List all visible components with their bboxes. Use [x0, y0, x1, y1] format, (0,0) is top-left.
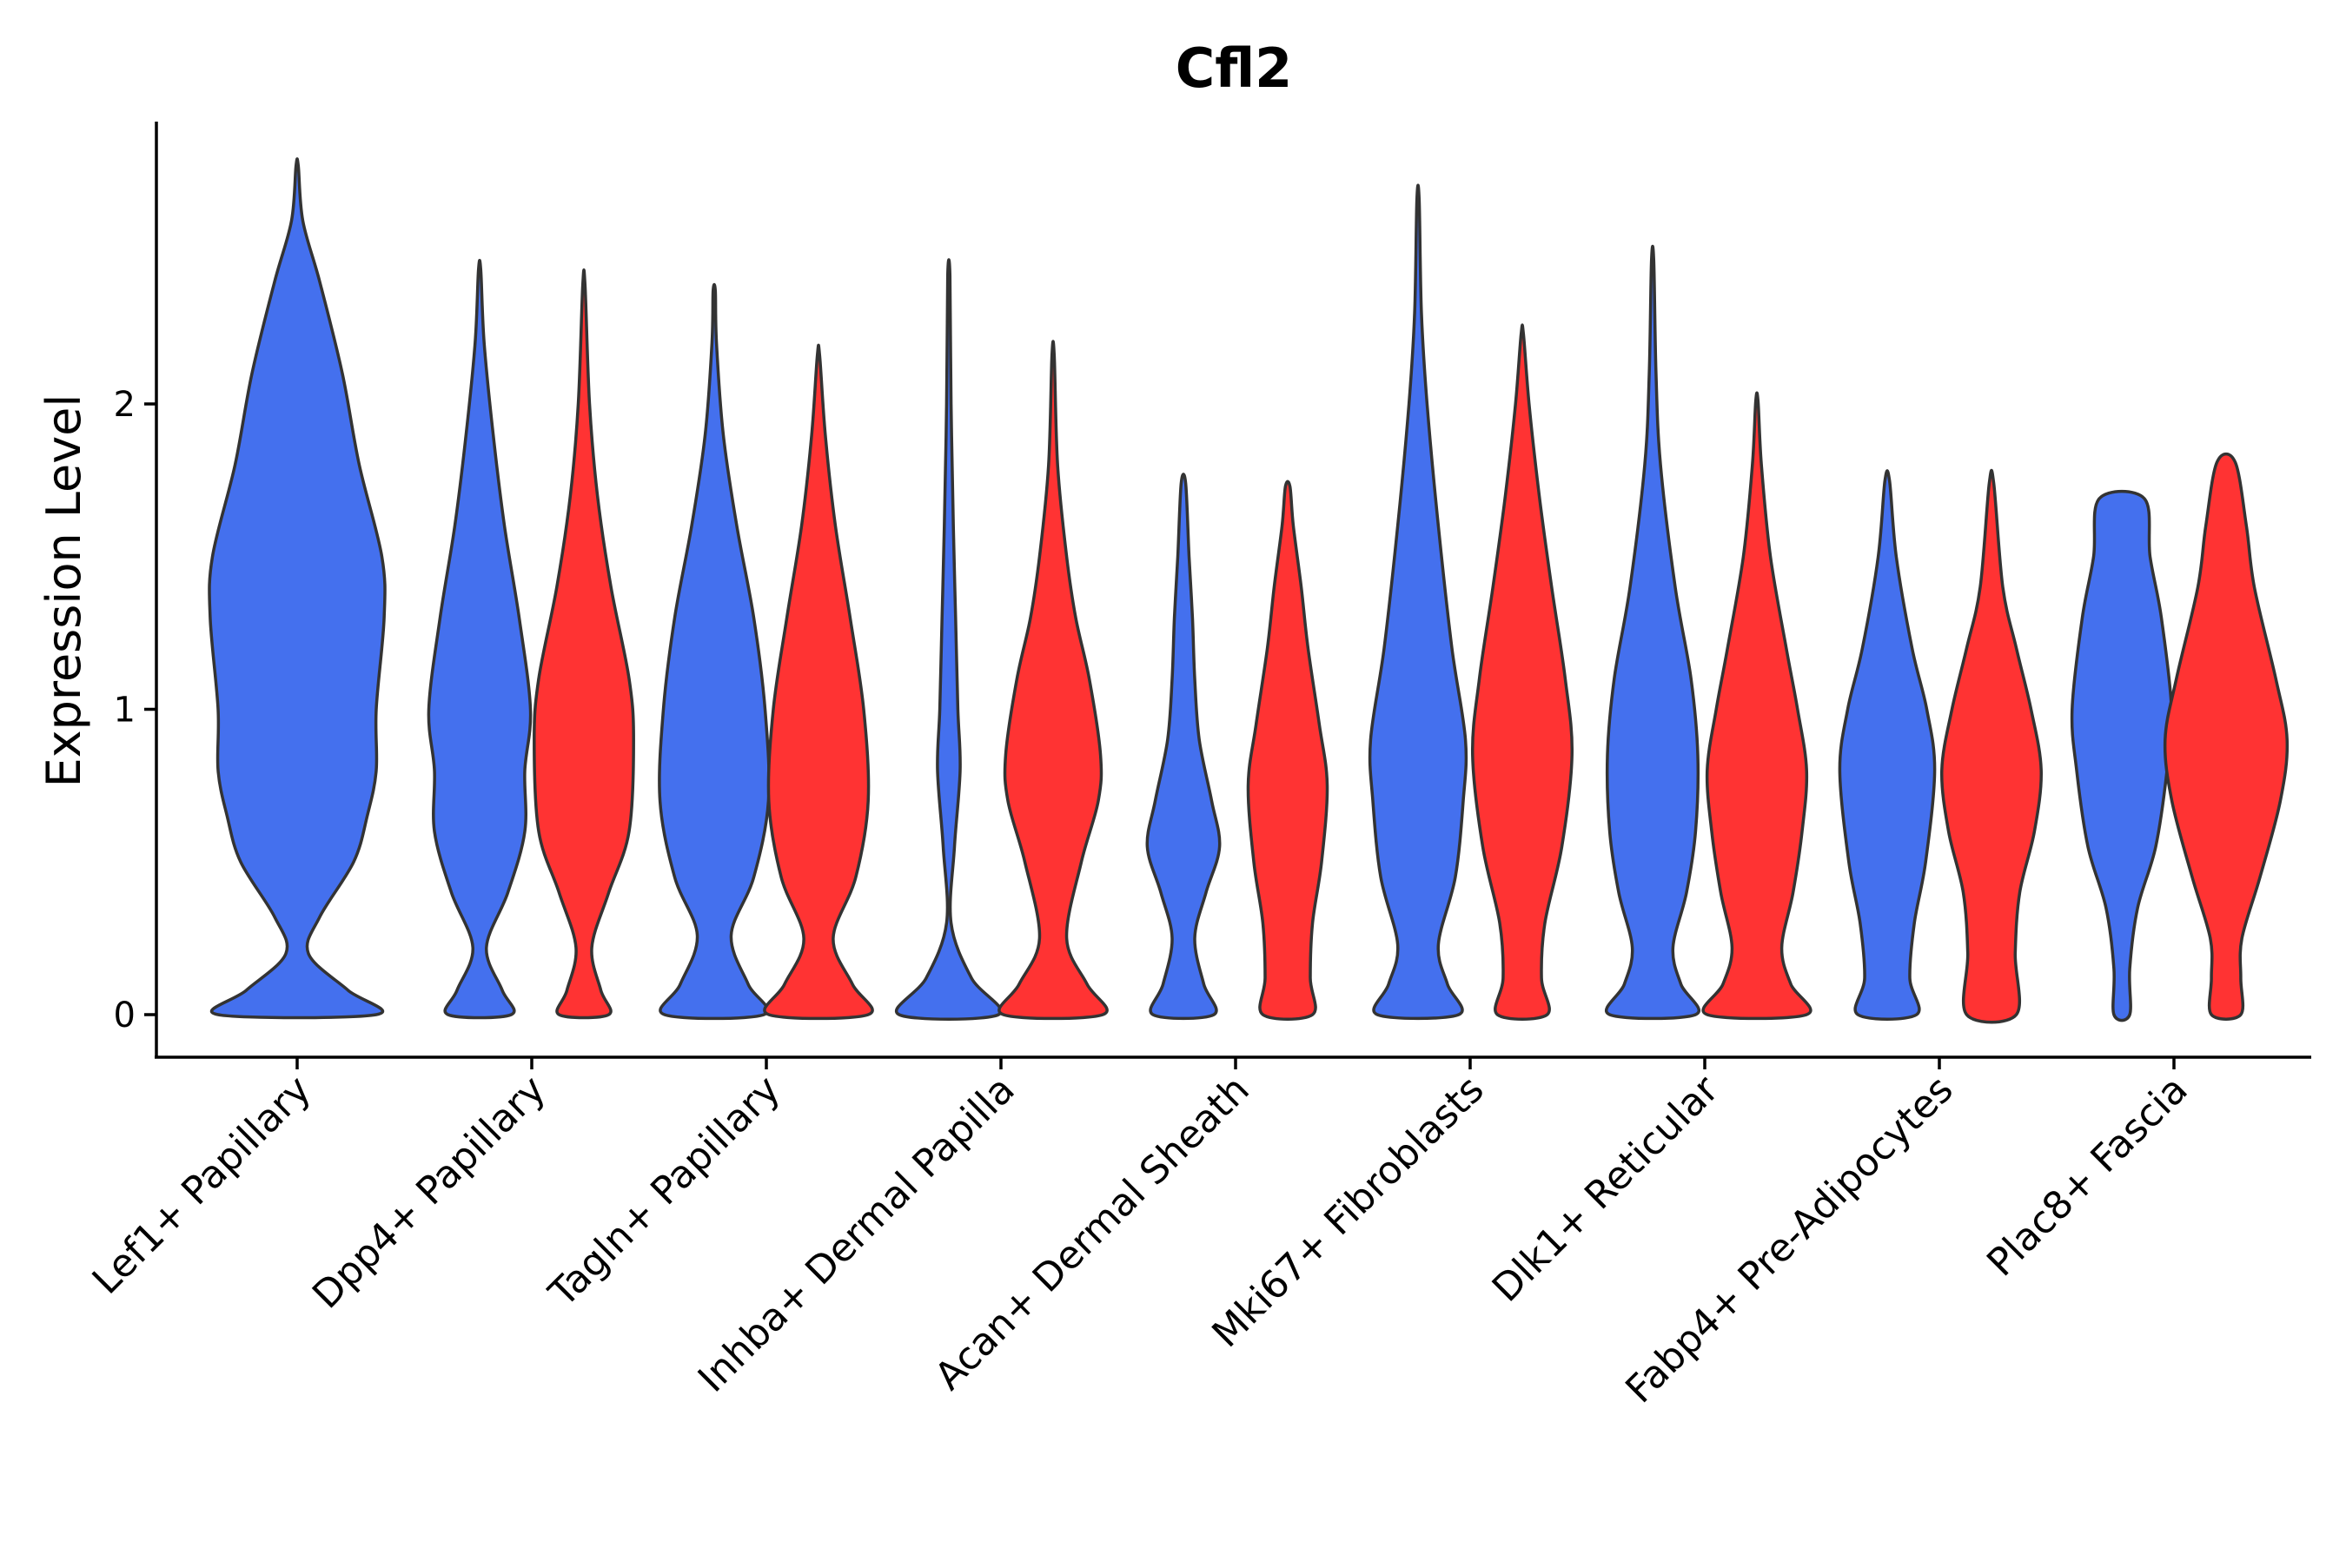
- violin-7-group2: [1701, 391, 1813, 1021]
- chart-title: Cfl2: [1176, 36, 1293, 100]
- violin-2-group1: [427, 259, 533, 1020]
- y-tick-label: 2: [114, 385, 136, 425]
- y-axis-label: Expression Level: [36, 394, 91, 788]
- violin-5-group2: [1246, 480, 1329, 1021]
- violin-3-group2: [763, 343, 874, 1021]
- violin-9-group2: [2163, 452, 2290, 1021]
- y-tick-label: 1: [114, 691, 136, 731]
- violin-4-group1: [895, 258, 1003, 1021]
- violin-9-group1: [2070, 489, 2174, 1022]
- violin-1-group1: [208, 157, 387, 1020]
- violin-4-group2: [997, 340, 1109, 1021]
- x-category-label: Lef1+ Papillary: [84, 1068, 320, 1303]
- violin-5-group1: [1145, 473, 1222, 1021]
- x-category-label: Tagln+ Papillary: [540, 1068, 789, 1316]
- x-category-label: Plac8+ Fascia: [1978, 1068, 2197, 1286]
- x-category-label: Dlk1+ Reticular: [1484, 1067, 1728, 1311]
- violins-layer: [208, 157, 2290, 1024]
- violin-3-group1: [658, 282, 771, 1021]
- violin-6-group1: [1368, 183, 1468, 1021]
- y-ticks-layer: 0 1 2: [114, 385, 156, 1035]
- y-tick-label: 0: [114, 996, 136, 1035]
- x-category-label: Mki67+ Fibroblasts: [1203, 1068, 1492, 1356]
- violin-2-group2: [533, 268, 635, 1020]
- violin-8-group2: [1940, 468, 2043, 1024]
- violin-6-group2: [1470, 323, 1574, 1021]
- x-category-label: Dpp4+ Papillary: [304, 1068, 554, 1318]
- violin-8-group1: [1838, 469, 1937, 1021]
- violin-7-group1: [1605, 244, 1700, 1021]
